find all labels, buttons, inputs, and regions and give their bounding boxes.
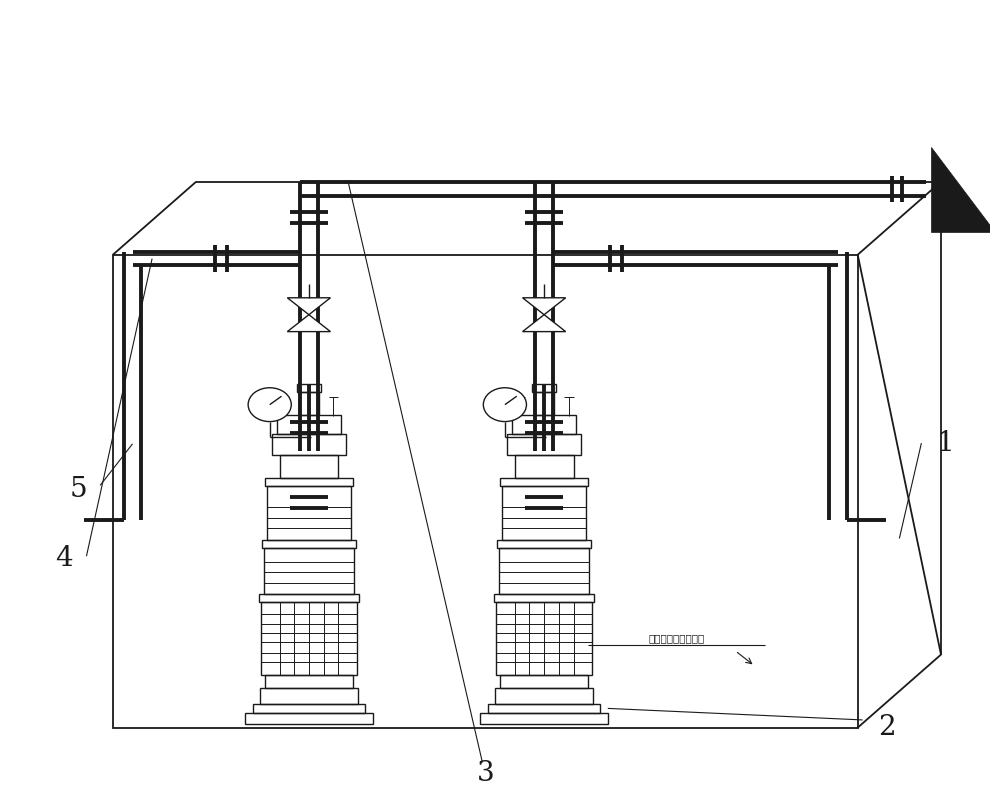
Bar (499, 548, 589, 594)
Bar (502, 486, 586, 540)
Bar (500, 478, 588, 486)
Bar (265, 478, 353, 486)
Bar (532, 384, 556, 392)
Bar (534, 392, 554, 415)
Bar (260, 688, 358, 704)
Text: 4: 4 (55, 545, 73, 572)
Polygon shape (523, 315, 566, 332)
Text: 5: 5 (70, 476, 87, 503)
Bar (261, 602, 357, 674)
Bar (299, 392, 319, 415)
Text: 非入室外特殊增压井: 非入室外特殊增压井 (648, 633, 705, 643)
Circle shape (483, 388, 526, 421)
Bar (245, 713, 373, 724)
Polygon shape (287, 315, 330, 332)
Text: 3: 3 (476, 760, 494, 787)
Bar (488, 704, 600, 713)
Bar (495, 688, 593, 704)
Circle shape (248, 388, 291, 421)
Bar (272, 434, 346, 456)
Bar (262, 540, 356, 548)
Bar (253, 704, 365, 713)
Bar (507, 434, 581, 456)
Polygon shape (931, 147, 995, 231)
Bar (480, 713, 608, 724)
Bar (512, 415, 576, 434)
Bar (259, 594, 359, 602)
Text: 2: 2 (878, 714, 896, 741)
Bar (277, 415, 341, 434)
Bar (280, 456, 338, 478)
Bar (267, 486, 351, 540)
Bar (264, 548, 354, 594)
Polygon shape (523, 298, 566, 315)
Text: 1: 1 (937, 429, 955, 457)
Bar (496, 602, 592, 674)
Bar (113, 255, 858, 727)
Bar (515, 456, 574, 478)
Bar (497, 540, 591, 548)
Bar (500, 674, 588, 688)
Bar (494, 594, 594, 602)
Bar (297, 384, 321, 392)
Polygon shape (287, 298, 330, 315)
Bar (265, 674, 353, 688)
